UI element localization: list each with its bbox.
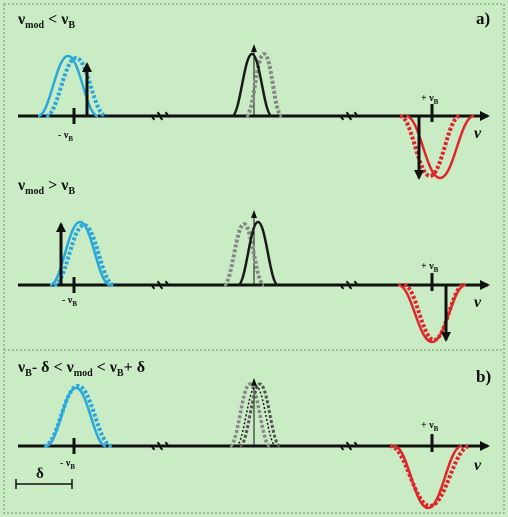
minus-nu-b-label-panel-b: - νB [60,458,75,471]
antistokes-dashed-curve [399,114,461,179]
axis-label-row-2: ν [474,294,482,311]
minus-nu-b-label-row-1: - νB [58,130,73,143]
antistokes-solid-curve [397,283,467,344]
carrier-solid-curve [235,385,277,447]
stokes-dashed-curve [45,55,107,118]
carrier-solid-curve [236,220,280,287]
panel-a-row-1: a) νmod < νB - νB + νB ν [17,9,490,180]
condition-row-2: νmod > νB [17,177,75,197]
antistokes-dashed-curve [403,283,465,343]
axis-break-2 [340,111,358,121]
axis-label-row-1: ν [474,125,482,142]
panel-a-row-2: νmod > νB - νB + νB ν [17,177,490,344]
carrier-dashed-curve [244,51,284,118]
stokes-dashed-curve [53,222,115,287]
plus-nu-b-label-panel-b: + νB [421,420,439,433]
condition-panel-b: νB- δ < νmod < νB+ δ [17,359,145,379]
antistokes-solid-curve [393,444,463,510]
minus-nu-b-label-row-2: - νB [62,295,77,308]
carrier-arrow-tip [251,378,257,386]
axis-break-1 [151,111,169,121]
plus-nu-b-label-row-2: + νB [421,261,439,274]
panel-a-label: a) [476,9,490,28]
antistokes-solid-curve [405,114,475,180]
outer-frame [3,3,505,514]
carrier-arrow-tip [251,44,257,52]
axis-label-panel-b: ν [474,457,482,474]
antistokes-dashed-curve [389,444,471,509]
carrier-dashed-curve-left [228,382,272,448]
carrier-solid-curve [230,52,274,118]
axis-break-5 [151,441,169,451]
delta-scale-label: δ [36,466,44,482]
stokes-solid-curve [45,386,107,448]
carrier-dashed-curve [222,221,266,287]
carrier-dashed-curve-right [238,382,282,448]
axis-break-3 [151,280,169,290]
panel-b: b) νB- δ < νmod < νB+ δ - νB + νB ν δ [15,359,491,510]
plus-nu-b-label-row-1: + νB [421,93,439,106]
axis-break-6 [340,441,358,451]
axis-break-4 [340,280,358,290]
carrier-arrow-tip [251,210,257,218]
condition-row-1: νmod < νB [17,11,75,31]
panel-b-label: b) [476,367,491,386]
